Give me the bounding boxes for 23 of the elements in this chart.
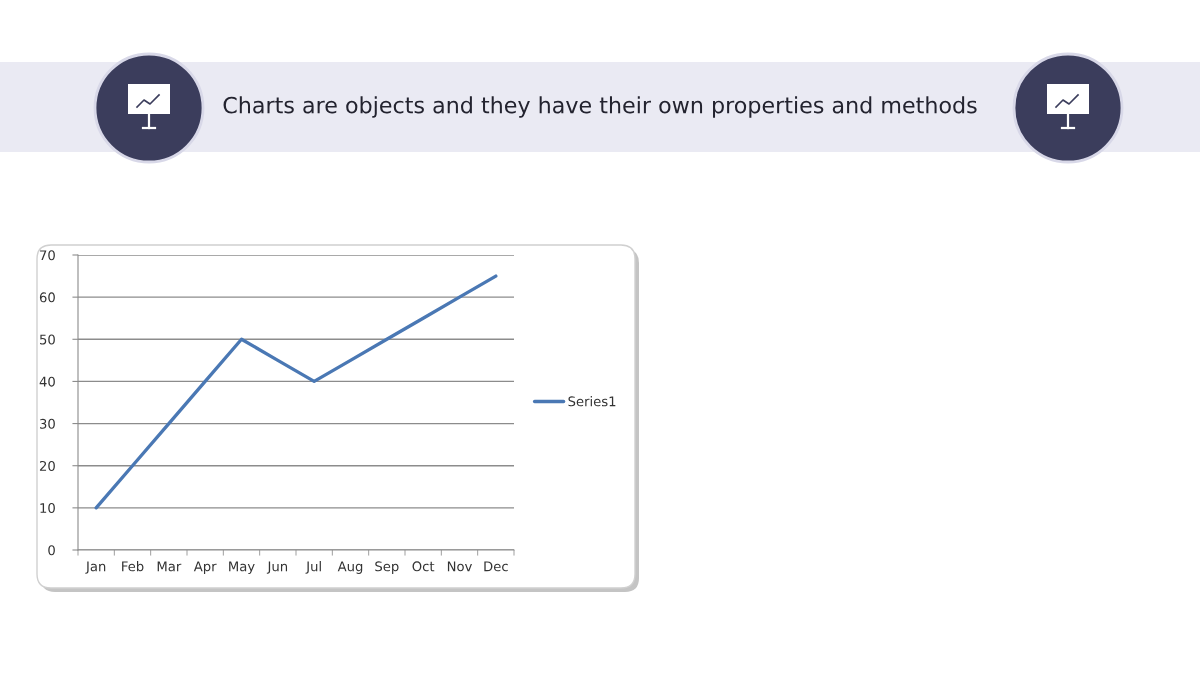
x-tick-label: Dec: [484, 561, 508, 572]
x-tick-label: Feb: [122, 561, 144, 572]
x-tick-label: Jul: [305, 561, 321, 574]
x-tick-label: May: [229, 561, 255, 574]
legend-label: Series1: [568, 396, 616, 407]
x-tick-label: Oct: [412, 561, 435, 572]
y-tick-label: 70: [40, 250, 55, 261]
text: Charts are objects and they have their own properties and methods: [223, 96, 977, 118]
line-series: [94, 274, 498, 510]
x-tick-label: Sep: [375, 561, 399, 574]
x-tick-label: Mar: [157, 561, 182, 572]
y-tick-label: 40: [39, 376, 55, 387]
y-tick-label: 10: [40, 503, 55, 514]
y-tick-label: 60: [39, 292, 55, 303]
x-tick-label: Jan: [85, 561, 106, 574]
y-tick-label: 30: [39, 418, 55, 429]
x-tick-label: Aug: [337, 561, 363, 574]
y-tick-label: 20: [39, 460, 55, 471]
y-tick-label: 50: [40, 334, 55, 345]
y-tick-label: 0: [48, 545, 55, 556]
x-tick-label: Nov: [447, 561, 472, 572]
x-tick-label: Jun: [266, 561, 288, 574]
x-tick-label: Apr: [193, 561, 217, 574]
